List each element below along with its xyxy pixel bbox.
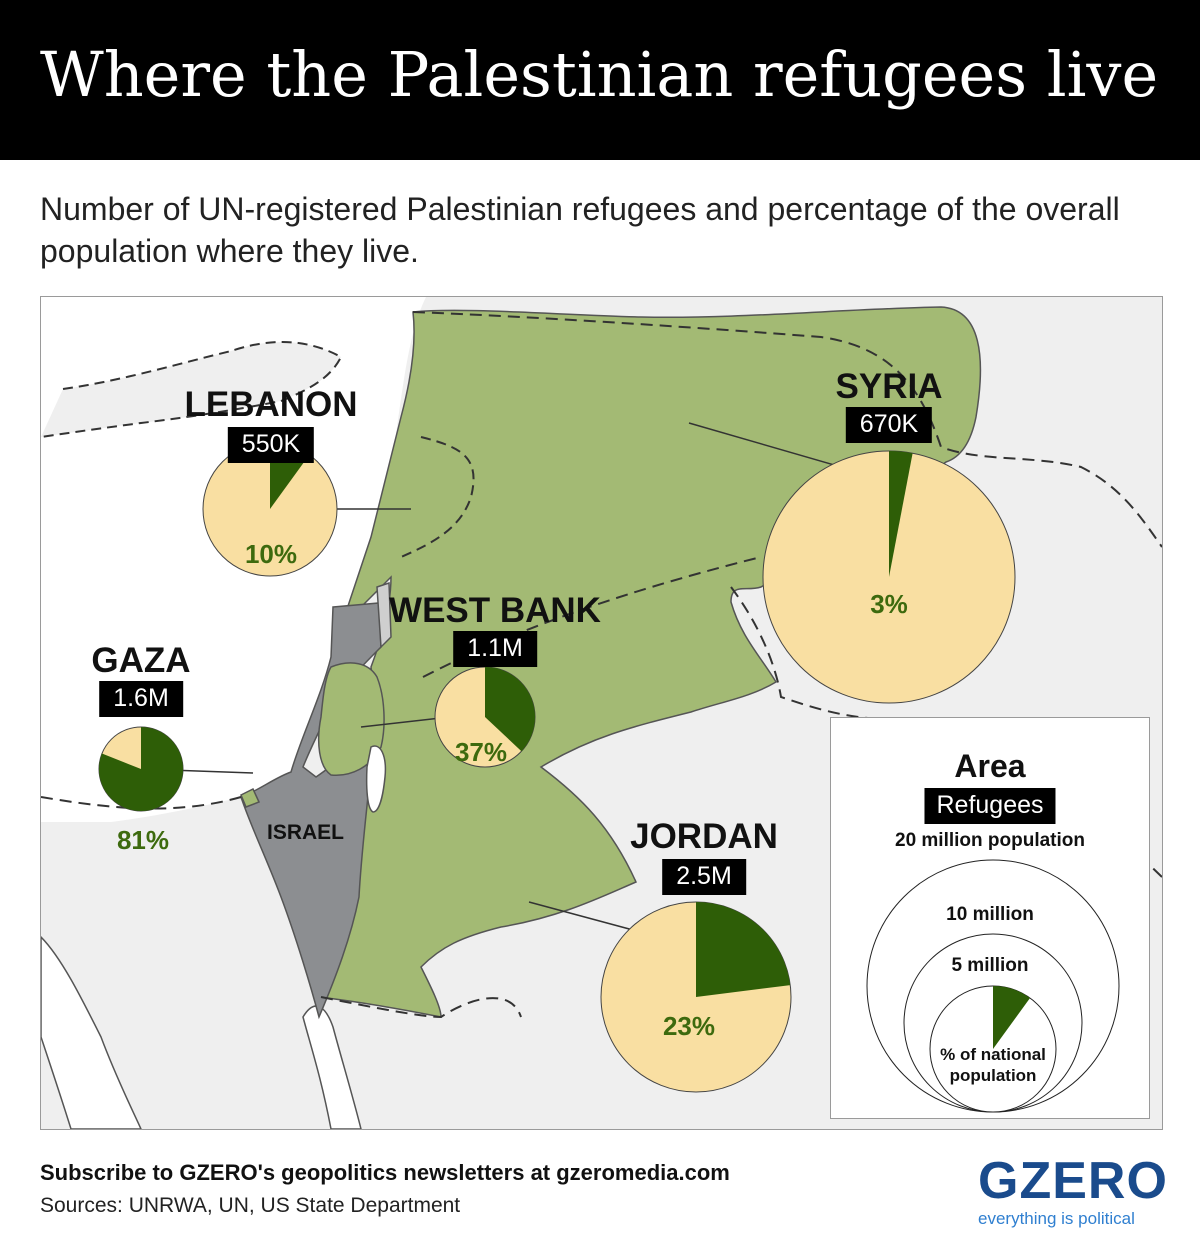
golan-land xyxy=(376,581,392,649)
place-name-gaza: GAZA xyxy=(91,641,191,680)
cyprus-land xyxy=(41,341,343,438)
map-panel: LEBANON 550K 10% SYRIA 670K 3% WEST BANK… xyxy=(40,296,1163,1130)
page-title: Where the Palestinian refugees live xyxy=(40,38,1159,111)
dead-sea-water xyxy=(365,745,387,813)
gzero-logo: GZERO xyxy=(978,1152,1168,1210)
refugee-count-syria: 670K xyxy=(845,407,933,443)
pie-gaza-refugee-slice xyxy=(99,727,184,812)
gulf-water xyxy=(41,935,142,1129)
legend-label-10m: 10 million xyxy=(946,904,1034,925)
percent-label-lebanon: 10% xyxy=(244,539,298,569)
percent-label-gaza: 81% xyxy=(116,825,170,855)
israel-label: ISRAEL xyxy=(267,821,345,844)
subscribe-link[interactable]: Subscribe to GZERO's geopolitics newslet… xyxy=(40,1160,730,1185)
place-name-lebanon: LEBANON xyxy=(184,385,358,424)
gaza-land xyxy=(240,787,261,808)
legend-circles xyxy=(866,859,1120,1113)
percent-label-syria: 3% xyxy=(870,589,908,619)
page-subtitle: Number of UN-registered Palestinian refu… xyxy=(40,191,1120,269)
pie-syria-refugee-slice xyxy=(889,451,913,577)
refugee-count-gaza: 1.6M xyxy=(99,681,183,717)
west-bank-land xyxy=(317,662,385,776)
border-turkey xyxy=(412,311,1162,548)
israel-land xyxy=(240,602,382,1020)
legend-label-5m: 5 million xyxy=(951,955,1029,976)
place-name-west-bank: WEST BANK xyxy=(389,591,601,630)
legend-title: Area xyxy=(954,748,1026,784)
pie-jordan-refugee-slice xyxy=(696,902,791,997)
legend-label-percent: % of national population xyxy=(940,1045,1046,1085)
gzero-tagline: everything is political xyxy=(978,1209,1135,1228)
border-jordan-saudi xyxy=(320,996,522,1019)
border-syria-iraq xyxy=(730,586,882,720)
percent-label-west-bank: 37% xyxy=(454,737,508,767)
refugee-count-west-bank: 1.1M xyxy=(453,631,537,667)
legend-label-20m: 20 million population xyxy=(895,830,1085,851)
legend-badge: Refugees xyxy=(924,788,1056,824)
refugee-count-jordan: 2.5M xyxy=(662,859,746,895)
percent-label-jordan: 23% xyxy=(662,1011,716,1041)
sources-note: Sources: UNRWA, UN, US State Department xyxy=(40,1194,461,1217)
gulf-aqaba-water xyxy=(302,1005,362,1129)
place-name-syria: SYRIA xyxy=(835,367,943,406)
size-legend: Area Refugees 20 million population 10 m… xyxy=(830,717,1150,1119)
refugee-count-lebanon: 550K xyxy=(227,427,315,463)
pie-west-bank-refugee-slice xyxy=(485,667,536,752)
border-lebanon-syria xyxy=(400,436,475,558)
place-name-jordan: JORDAN xyxy=(630,817,778,856)
legend-refugee-slice xyxy=(993,986,1031,1049)
header-bar: Where the Palestinian refugees live xyxy=(0,0,1200,160)
